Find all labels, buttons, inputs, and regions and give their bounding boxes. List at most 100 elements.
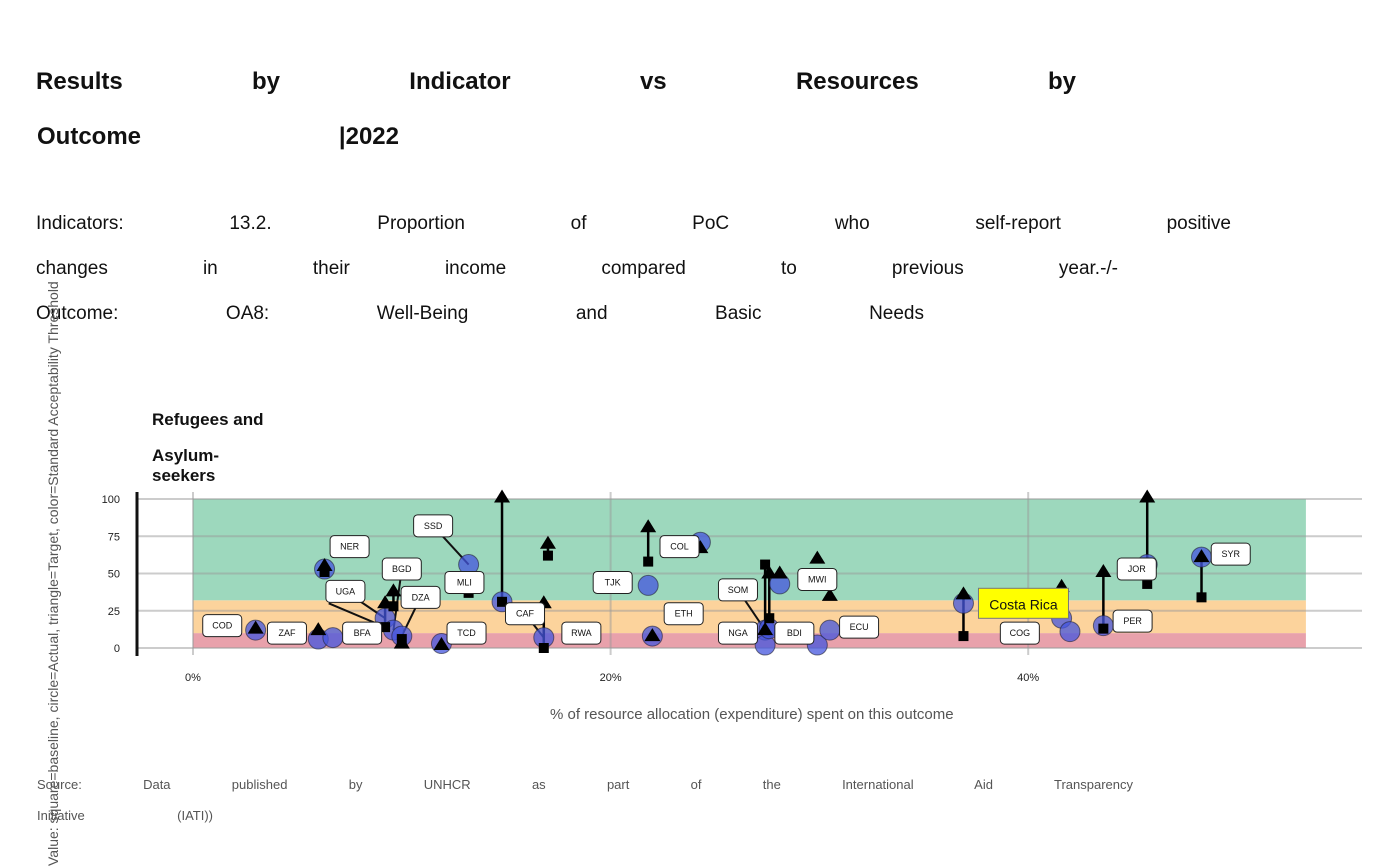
country-label-box xyxy=(329,535,370,559)
country-label-box xyxy=(325,579,366,603)
country-label: SYR xyxy=(1221,549,1240,559)
country-label-box xyxy=(839,615,880,639)
target-point xyxy=(644,628,661,642)
target-point xyxy=(640,519,657,533)
baseline-point xyxy=(497,596,508,607)
country-label: SSD xyxy=(424,521,443,531)
country-label: DZA xyxy=(412,592,430,602)
country-label: MLI xyxy=(457,577,472,587)
actual-point xyxy=(819,619,841,641)
country-label-box xyxy=(202,614,243,638)
target-point xyxy=(385,583,402,597)
country-label-box xyxy=(561,621,602,645)
country-label-box xyxy=(1112,609,1153,633)
baseline-point xyxy=(542,550,553,561)
actual-point xyxy=(322,627,344,649)
target-point xyxy=(1193,549,1210,563)
x-axis-label: % of resource allocation (expenditure) s… xyxy=(550,706,954,723)
title2-text: Outcome |2022 xyxy=(37,123,399,150)
country-label-box xyxy=(717,621,758,645)
target-point xyxy=(771,565,788,579)
baseline-point xyxy=(958,631,969,642)
y-tick-label: 100 xyxy=(102,494,120,506)
target-point xyxy=(757,622,774,636)
actual-point xyxy=(637,574,659,596)
actual-point xyxy=(1059,621,1081,643)
country-label: COG xyxy=(1010,628,1031,638)
target-point xyxy=(1095,564,1112,578)
highlight-tooltip xyxy=(977,587,1069,619)
country-label: MWI xyxy=(808,574,827,584)
chart-title: Results by Indicator vs Resources by xyxy=(36,52,1076,112)
country-label: RWA xyxy=(571,628,592,638)
country-label: SOM xyxy=(728,585,749,595)
target-point xyxy=(247,620,264,634)
baseline-point xyxy=(380,622,391,633)
baseline-point xyxy=(388,601,399,612)
facet-title-line-2: Asylum-seekers xyxy=(152,446,220,485)
target-point xyxy=(821,587,838,601)
target-point xyxy=(494,489,511,503)
baseline-point xyxy=(764,613,775,624)
country-label-box xyxy=(717,578,758,602)
facet-title-line-1: Refugees and xyxy=(152,410,264,429)
country-label: COL xyxy=(670,542,689,552)
target-point xyxy=(539,535,556,549)
baseline-point xyxy=(319,567,330,578)
country-label: NGA xyxy=(728,628,748,638)
x-tick-label: 20% xyxy=(600,672,622,684)
target-point xyxy=(761,565,778,579)
country-label-box xyxy=(999,621,1040,645)
country-label: TCD xyxy=(457,628,476,638)
country-label-box xyxy=(1210,542,1251,566)
target-point xyxy=(1139,489,1156,503)
target-point xyxy=(316,558,333,572)
y-tick-label: 50 xyxy=(108,569,120,581)
country-label-box xyxy=(797,567,838,591)
title-text: Results by Indicator vs Resources by xyxy=(36,68,1076,95)
country-label: BGD xyxy=(392,564,412,574)
y-tick-label: 25 xyxy=(108,606,120,618)
baseline-point xyxy=(538,643,549,653)
target-point xyxy=(433,637,450,651)
x-tick-label: 0% xyxy=(185,672,201,684)
country-label-box xyxy=(381,557,422,581)
country-label: TJK xyxy=(605,577,621,587)
country-label: CAF xyxy=(516,609,535,619)
country-label-box xyxy=(504,602,545,626)
country-label: JOR xyxy=(1128,564,1147,574)
country-label-box xyxy=(400,585,441,609)
baseline-point xyxy=(1098,623,1109,634)
country-label-box xyxy=(266,621,307,645)
y-tick-label: 75 xyxy=(108,531,120,543)
country-label-box xyxy=(444,570,485,594)
baseline-point xyxy=(1142,578,1153,589)
country-label: UGA xyxy=(336,586,356,596)
highlight-tooltip-text: Costa Rica xyxy=(989,596,1058,612)
country-label: ETH xyxy=(675,609,693,619)
country-label-box xyxy=(592,570,633,594)
country-label: PER xyxy=(1123,616,1142,626)
country-label-box xyxy=(342,621,383,645)
target-point xyxy=(955,586,972,600)
target-point xyxy=(393,635,410,649)
country-label: COD xyxy=(212,621,233,631)
outcome-description: Outcome: OA8: Well-Being and Basic Needs xyxy=(36,303,924,324)
baseline-point xyxy=(643,556,654,567)
country-label: BFA xyxy=(354,628,371,638)
y-tick-label: 0 xyxy=(114,643,120,655)
country-label-box xyxy=(663,602,704,626)
indicator-description-line-2: changes in their income compared to prev… xyxy=(36,258,1118,279)
target-point xyxy=(809,550,826,564)
chart-title-line-2: Outcome |2022 xyxy=(37,112,399,162)
baseline-point xyxy=(760,559,771,570)
target-point xyxy=(310,622,327,636)
country-label-box xyxy=(446,621,487,645)
country-label-box xyxy=(413,514,454,538)
country-label: ZAF xyxy=(278,628,296,638)
source-note-line-1: Source: Data published by UNHCR as part … xyxy=(37,777,1133,792)
x-tick-label: 40% xyxy=(1017,672,1039,684)
country-label-box xyxy=(774,621,815,645)
target-point xyxy=(377,595,394,609)
